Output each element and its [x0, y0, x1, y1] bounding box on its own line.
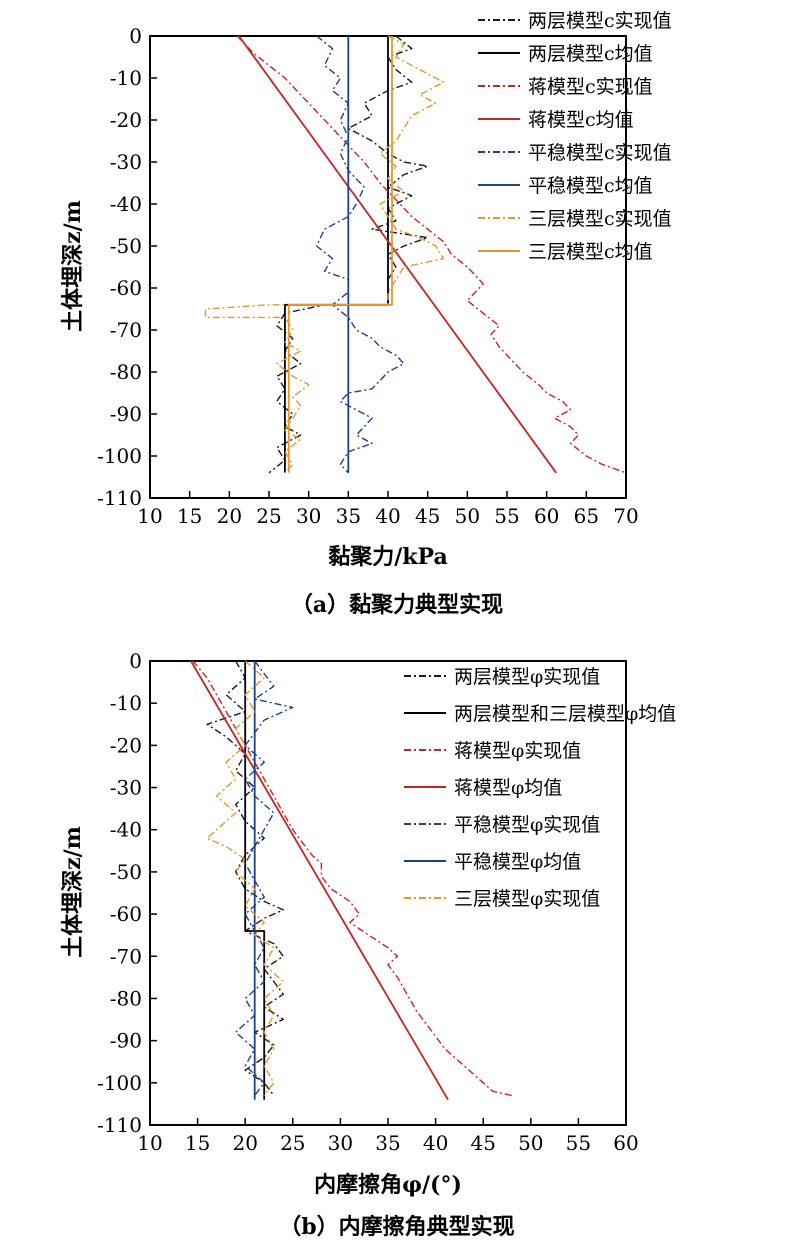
x-tick-label: 60 — [534, 504, 559, 528]
y-tick-label: -50 — [110, 860, 142, 884]
x-tick-label: 10 — [137, 504, 162, 528]
panel-b: 土体埋深z/m 0 -10 -20 -30 -40 -50 -60 -70 -80 -90 -100… — [60, 649, 676, 1240]
panel-b-ylabel: 土体埋深z/m — [60, 826, 86, 958]
x-tick-label: 55 — [566, 1131, 591, 1155]
legend-entry: 两层模型c均值 — [528, 43, 653, 65]
series-three-layer-c-realization — [204, 35, 445, 474]
series-two-layer-c-mean — [283, 36, 389, 473]
series-two-layer-c-realization — [268, 35, 429, 474]
series-jiang-c-realization — [236, 35, 627, 474]
panel-a: 土体埋深z/m 0 -10 -20 -30 -40 -50 -60 -70 -80 -90 -100… — [60, 10, 672, 618]
legend-entry: 平稳模型c实现值 — [528, 142, 672, 164]
y-tick-label: -30 — [110, 776, 142, 800]
series-three-layer-c-mean — [287, 36, 393, 473]
series-two-layer-phi-realization — [206, 660, 284, 1096]
y-tick-label: -110 — [97, 486, 142, 510]
series-stationary-phi-realization — [234, 660, 294, 1096]
x-tick-label: 20 — [232, 1131, 257, 1155]
legend-entry: 蒋模型c均值 — [528, 109, 634, 131]
panel-a-legend: 两层模型c实现值两层模型c均值蒋模型c实现值蒋模型c均值平稳模型c实现值平稳模型… — [478, 10, 672, 263]
legend-entry: 三层模型φ实现值 — [454, 888, 600, 910]
y-tick-label: -60 — [110, 902, 142, 926]
x-tick-label: 25 — [256, 504, 281, 528]
y-tick-label: -70 — [110, 944, 142, 968]
legend-entry: 平稳模型φ均值 — [454, 851, 581, 873]
legend-entry: 蒋模型c实现值 — [528, 76, 653, 98]
y-tick-label: 0 — [129, 24, 142, 48]
panel-b-series — [190, 660, 512, 1101]
y-tick-label: -30 — [110, 150, 142, 174]
panel-b-legend: 两层模型φ实现值两层模型和三层模型φ均值蒋模型φ实现值蒋模型φ均值平稳模型φ实现… — [404, 666, 676, 910]
y-tick-label: -90 — [110, 1029, 142, 1053]
legend-entry: 三层模型c实现值 — [528, 208, 672, 230]
series-jiang-c-mean — [238, 35, 557, 474]
series-stationary-c-realization — [315, 35, 405, 474]
x-tick-label: 70 — [613, 504, 638, 528]
x-tick-label: 20 — [217, 504, 242, 528]
legend-entry: 平稳模型φ实现值 — [454, 814, 600, 836]
x-tick-label: 40 — [423, 1131, 448, 1155]
y-tick-label: -70 — [110, 318, 142, 342]
y-tick-label: -20 — [110, 733, 142, 757]
panel-b-x-ticks: 10 15 20 25 30 35 40 45 50 55 60 — [137, 1118, 639, 1155]
y-tick-label: 0 — [129, 649, 142, 673]
y-tick-label: -10 — [110, 691, 142, 715]
y-tick-label: -100 — [97, 1071, 142, 1095]
legend-entry: 蒋模型φ均值 — [454, 777, 562, 799]
legend-entry: 蒋模型φ实现值 — [454, 740, 581, 762]
x-tick-label: 15 — [177, 504, 202, 528]
y-tick-label: -80 — [110, 986, 142, 1010]
legend-entry: 两层模型和三层模型φ均值 — [454, 703, 676, 725]
y-tick-label: -60 — [110, 276, 142, 300]
y-tick-label: -80 — [110, 360, 142, 384]
x-tick-label: 25 — [280, 1131, 305, 1155]
legend-entry: 两层模型φ实现值 — [454, 666, 600, 688]
x-tick-label: 65 — [574, 504, 599, 528]
panel-a-series — [204, 35, 627, 474]
panel-a-ylabel: 土体埋深z/m — [60, 200, 86, 332]
x-tick-label: 40 — [375, 504, 400, 528]
legend-entry: 两层模型c实现值 — [528, 10, 672, 32]
x-tick-label: 45 — [415, 504, 440, 528]
x-tick-label: 50 — [455, 504, 480, 528]
x-tick-label: 15 — [185, 1131, 210, 1155]
y-tick-label: -100 — [97, 444, 142, 468]
y-tick-label: -90 — [110, 402, 142, 426]
y-tick-label: -10 — [110, 66, 142, 90]
x-tick-label: 30 — [328, 1131, 353, 1155]
legend-entry: 平稳模型c均值 — [528, 175, 653, 197]
x-tick-label: 35 — [375, 1131, 400, 1155]
y-tick-label: -40 — [110, 192, 142, 216]
panel-b-caption: （b）内摩擦角典型实现 — [279, 1214, 514, 1240]
panel-b-xlabel: 内摩擦角φ/(°) — [314, 1172, 462, 1198]
x-tick-label: 60 — [613, 1131, 638, 1155]
series-jiang-phi-realization — [192, 660, 512, 1097]
legend-entry: 三层模型c均值 — [528, 241, 653, 263]
panel-a-xlabel: 黏聚力/kPa — [328, 544, 448, 570]
panel-a-caption: （a）黏聚力典型实现 — [291, 592, 503, 618]
y-tick-label: -50 — [110, 234, 142, 258]
y-tick-label: -20 — [110, 108, 142, 132]
x-tick-label: 10 — [137, 1131, 162, 1155]
y-tick-label: -110 — [97, 1113, 142, 1137]
panel-b-y-ticks: 0 -10 -20 -30 -40 -50 -60 -70 -80 -90 -100 -110 — [97, 649, 157, 1137]
series-jiang-phi-mean — [190, 660, 449, 1101]
x-tick-label: 55 — [494, 504, 519, 528]
panel-a-x-ticks: 10 15 20 25 30 35 40 45 50 55 60 65 70 — [137, 491, 639, 528]
y-tick-label: -40 — [110, 818, 142, 842]
x-tick-label: 30 — [296, 504, 321, 528]
series-three-layer-phi-realization — [206, 660, 284, 1096]
x-tick-label: 45 — [470, 1131, 495, 1155]
panel-a-y-ticks: 0 -10 -20 -30 -40 -50 -60 -70 -80 -90 -100 -110 — [97, 24, 157, 510]
x-tick-label: 50 — [518, 1131, 543, 1155]
x-tick-label: 35 — [336, 504, 361, 528]
